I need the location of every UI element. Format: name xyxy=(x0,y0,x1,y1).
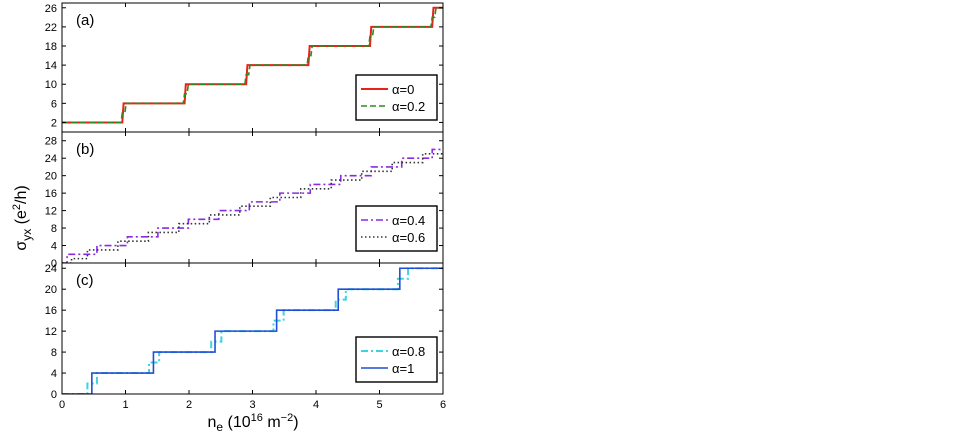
legend-entry: α=0.2 xyxy=(392,99,425,114)
y-label-unit-sup: 2 xyxy=(11,204,23,210)
x-tick-label: 5 xyxy=(376,399,382,411)
legend-box xyxy=(355,336,438,383)
legend-3: α=0.8 α=1 xyxy=(355,336,438,383)
y-tick-label: 28 xyxy=(45,136,57,148)
y-tick-label: 26 xyxy=(45,3,57,15)
y-label-unit-post: /h) xyxy=(13,185,30,204)
series-line-1-2 xyxy=(62,6,443,124)
y-tick-label: 20 xyxy=(45,171,57,183)
y-tick-label: 22 xyxy=(45,22,57,34)
x-label-unit-pre: (10 xyxy=(223,414,251,431)
legend-box xyxy=(355,74,438,121)
y-tick-label: 24 xyxy=(45,153,57,165)
y-tick-label: 20 xyxy=(45,284,57,296)
y-tick-label: 12 xyxy=(45,326,57,338)
x-axis-label: ne (1016 m−2) xyxy=(207,412,298,434)
y-label-main: σ xyxy=(13,241,30,251)
legend-1: α=0 α=0.2 xyxy=(355,74,438,121)
legend-2: α=0.4 α=0.6 xyxy=(355,205,438,252)
x-tick-label: 0 xyxy=(59,399,65,411)
legend-entry: α=0.6 xyxy=(392,230,425,245)
x-label-sub: e xyxy=(216,420,223,434)
y-tick-label: 10 xyxy=(45,79,57,91)
y-tick-label: 18 xyxy=(45,41,57,53)
panel-label: (c) xyxy=(76,272,94,289)
series-line-3-2 xyxy=(62,267,443,394)
panel-2: 0 4 8 12 16 20 24 28 (b) α=0.4 α=0.6 xyxy=(45,131,444,270)
x-label-unit-post: ) xyxy=(293,414,298,431)
y-tick-label: 0 xyxy=(51,389,57,401)
y-tick-label: 4 xyxy=(51,241,57,253)
panel-label: (a) xyxy=(76,12,94,29)
x-label-unit-sup2: −2 xyxy=(281,412,294,424)
y-tick-label: 16 xyxy=(45,188,57,200)
y-tick-label: 8 xyxy=(51,223,57,235)
x-tick-label: 3 xyxy=(249,399,255,411)
x-label-unit-sup1: 16 xyxy=(251,412,263,424)
legend-entry: α=0.4 xyxy=(392,213,425,228)
panel-label: (b) xyxy=(76,141,94,158)
y-tick-label: 16 xyxy=(45,305,57,317)
x-label-unit-mid: m xyxy=(263,414,281,431)
y-tick-label: 12 xyxy=(45,206,57,218)
x-tick-label: 6 xyxy=(440,399,446,411)
y-tick-label: 0 xyxy=(51,258,57,270)
x-tick-label: 2 xyxy=(186,399,192,411)
y-tick-label: 2 xyxy=(51,117,57,129)
y-tick-label: 8 xyxy=(51,347,57,359)
legend-entry: α=0 xyxy=(392,82,414,97)
y-tick-label: 14 xyxy=(45,60,57,72)
y-tick-label: 4 xyxy=(51,368,57,380)
legend-entry: α=0.8 xyxy=(392,344,425,359)
y-label-sub: yx xyxy=(20,229,34,241)
y-label-unit-pre: (e xyxy=(13,210,30,229)
legend-box xyxy=(355,205,438,252)
x-tick-label: 1 xyxy=(122,399,128,411)
legend-entry: α=1 xyxy=(392,361,414,376)
y-tick-label: 6 xyxy=(51,98,57,110)
y-tick-label: 24 xyxy=(45,263,57,275)
y-axis-label: σyx (e2/h) xyxy=(11,185,34,250)
x-tick-label: 4 xyxy=(313,399,319,411)
x-label-main: n xyxy=(207,414,216,431)
